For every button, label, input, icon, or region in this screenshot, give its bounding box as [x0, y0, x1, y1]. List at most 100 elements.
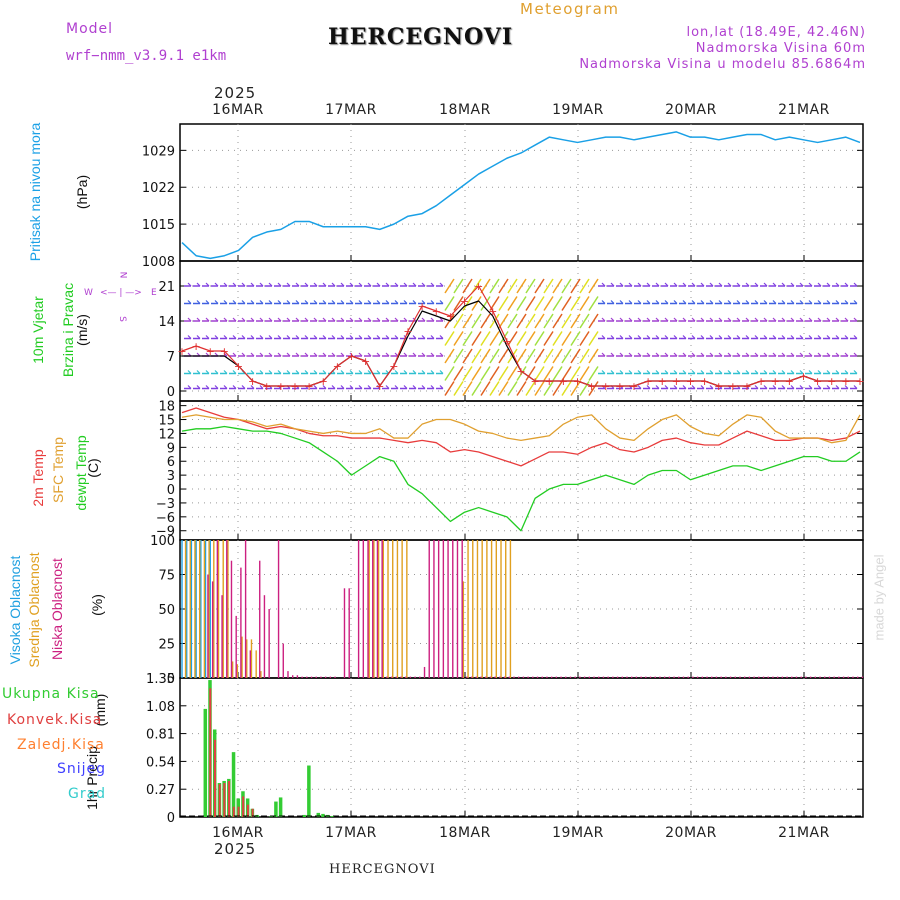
- wind-barb-head: [250, 317, 255, 322]
- wind-barb: [489, 366, 500, 381]
- wind-barb-head: [682, 335, 687, 339]
- wind-barb-head: [745, 317, 750, 322]
- bottom-day-tick-label: 17MAR: [325, 825, 377, 841]
- wind-barb: [579, 381, 590, 396]
- wind-barb-head: [367, 335, 372, 339]
- precip-total-bar: [307, 765, 311, 817]
- wind-barb-head: [277, 300, 282, 304]
- wind-speed-marker: +: [700, 375, 709, 388]
- wind-barb-head: [358, 370, 363, 374]
- wind-barb-head: [844, 370, 849, 374]
- wind-barb-head: [601, 370, 606, 374]
- wind-speed-marker: +: [361, 355, 370, 368]
- wind-barb-head: [241, 300, 246, 304]
- wind-barb-head: [817, 317, 822, 322]
- wind-barb: [570, 278, 581, 294]
- wind-barb: [444, 278, 455, 294]
- wind-barb-head: [295, 282, 300, 287]
- wind-barb: [453, 331, 464, 346]
- wind-barb-head: [196, 300, 201, 304]
- wind-barb-head: [736, 335, 741, 339]
- wind-barb-head: [682, 300, 687, 304]
- wind-speed-marker: +: [290, 380, 299, 393]
- wind-barb-head: [214, 317, 219, 322]
- wind-barb-head: [718, 352, 723, 357]
- wind-barb-head: [628, 300, 633, 304]
- wind-barb-head: [637, 352, 642, 357]
- wind-barb: [498, 296, 509, 311]
- wind-barb-head: [601, 335, 606, 339]
- panel-frame-precipitation: [179, 677, 864, 818]
- wind-barb-head: [736, 370, 741, 374]
- wind-barb-head: [772, 300, 777, 304]
- wind-barb: [561, 278, 572, 294]
- precip-total-bar: [330, 815, 335, 817]
- wind-barb-head: [331, 352, 336, 357]
- wind-barb-head: [268, 370, 273, 374]
- wind-barb-head: [619, 352, 624, 357]
- wind-barb-head: [673, 317, 678, 322]
- wind-speed-marker: +: [644, 375, 653, 388]
- wind-barb-head: [646, 335, 651, 339]
- wind-barb-head: [826, 385, 831, 389]
- wind-barb-head: [223, 352, 228, 357]
- wind-barb-head: [853, 385, 858, 389]
- wind-barb-head: [268, 300, 273, 304]
- precip-total-bar: [274, 801, 278, 817]
- wind-barb-head: [259, 317, 264, 322]
- wind-barb-head: [700, 370, 705, 374]
- wind-barb-head: [709, 352, 714, 357]
- y-tick-label: 0.54: [146, 755, 175, 770]
- top-day-tick-label: 21MAR: [778, 102, 830, 118]
- wind-barb: [525, 366, 536, 381]
- precip-conv-bar: [237, 806, 240, 817]
- wind-barb-head: [376, 335, 381, 339]
- wind-speed-marker: +: [545, 375, 554, 388]
- wind-speed-marker: +: [347, 350, 356, 363]
- wind-barb-head: [232, 335, 237, 339]
- wind-barb: [543, 313, 554, 329]
- wind-barb-head: [403, 385, 408, 389]
- bottom-day-tick-label: 21MAR: [778, 825, 830, 841]
- wind-barb-head: [277, 317, 282, 322]
- wind-barb-head: [421, 335, 426, 339]
- wind-barb-head: [196, 385, 201, 389]
- wind-barb: [570, 381, 581, 396]
- wind-barb: [588, 313, 599, 329]
- wind-barb-head: [421, 317, 426, 322]
- wind-barb-head: [727, 317, 732, 322]
- y-tick-label: 12: [158, 427, 175, 442]
- wind-barb-head: [331, 317, 336, 322]
- wind-barb-head: [709, 370, 714, 374]
- wind-barb: [507, 331, 518, 346]
- wind-barb-head: [628, 317, 633, 322]
- wind-barb-head: [700, 317, 705, 322]
- wind-barb: [462, 366, 473, 381]
- wind-barb-head: [646, 370, 651, 374]
- precip-conv-bar: [209, 688, 212, 817]
- wind-barb-head: [223, 335, 228, 339]
- wind-barb: [525, 331, 536, 346]
- wind-barb-head: [304, 335, 309, 339]
- wind-barb-head: [718, 335, 723, 339]
- wind-barb-head: [421, 282, 426, 287]
- wind-barb-head: [691, 370, 696, 374]
- wind-barb-head: [196, 335, 201, 339]
- wind-barb: [471, 348, 482, 364]
- wind-barb-head: [187, 370, 192, 374]
- wind-barb-head: [808, 370, 813, 374]
- wind-barb-head: [430, 370, 435, 374]
- wind-speed-marker: +: [488, 305, 497, 318]
- wind-barb-head: [439, 282, 444, 287]
- wind-speed-marker: +: [192, 340, 201, 353]
- wind-barb-head: [610, 370, 615, 374]
- wind-barb: [543, 366, 554, 381]
- wind-barb-head: [304, 370, 309, 374]
- wind-speed-marker: +: [785, 375, 794, 388]
- wind-barb-head: [664, 335, 669, 339]
- wind-barb-head: [358, 385, 363, 389]
- wind-barb-head: [358, 300, 363, 304]
- y-tick-label: 14: [158, 315, 175, 330]
- wind-barb: [588, 296, 599, 311]
- wind-barb-head: [214, 300, 219, 304]
